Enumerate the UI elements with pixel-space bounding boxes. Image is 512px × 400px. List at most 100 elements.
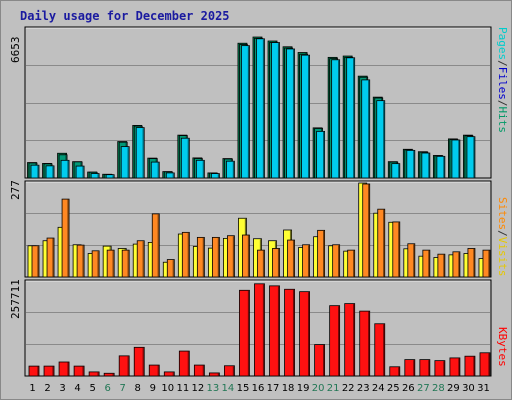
bar-kbytes-day-30 <box>464 355 476 377</box>
bar-sites-day-24-shade <box>383 209 385 277</box>
bar-kbytes-day-28-shade <box>443 361 445 376</box>
bar-kbytes-day-2 <box>43 365 55 377</box>
x-tick-label-day-27: 27 <box>416 383 430 394</box>
bar-pages-day-27 <box>421 152 431 179</box>
bar-sites-day-10 <box>166 259 175 278</box>
bar-pages-day-6-shade <box>112 175 114 178</box>
bar-pages-day-14-shade <box>232 161 235 178</box>
panel-2-y-max-label: 277 <box>9 180 22 200</box>
legend-upper-item-5: Hits <box>496 106 509 134</box>
bar-kbytes-day-12 <box>193 364 205 377</box>
bar-pages-day-26 <box>406 149 416 179</box>
legend-middle-item-3: Visits <box>496 236 509 277</box>
bar-pages-day-3-shade <box>67 160 69 178</box>
x-tick-label-day-20: 20 <box>311 383 325 394</box>
bar-sites-day-2 <box>46 237 55 278</box>
bar-kbytes-day-22-shade <box>353 304 355 376</box>
bar-sites-day-30-shade <box>473 248 475 277</box>
bar-kbytes-day-20 <box>314 344 326 377</box>
bar-kbytes-day-7-shade <box>127 356 129 376</box>
bar-pages-day-9 <box>150 161 160 179</box>
bar-sites-day-28-shade <box>443 254 445 277</box>
bar-sites-day-8 <box>136 240 145 278</box>
x-tick-label-day-6: 6 <box>104 383 111 394</box>
bar-pages-day-2-shade <box>52 166 54 178</box>
bar-pages-day-7-shade <box>127 147 129 178</box>
bar-pages-day-17 <box>271 42 280 179</box>
bar-kbytes-day-10 <box>163 371 175 377</box>
legend-middle: Sites/Visits <box>496 197 509 277</box>
bar-pages-day-12 <box>195 159 205 179</box>
panel-3-y-max-label: 257711 <box>9 279 22 319</box>
bar-sites-day-16 <box>257 249 265 278</box>
bar-kbytes-day-16 <box>254 283 265 377</box>
bar-kbytes-day-17-shade <box>277 286 280 376</box>
bar-sites-day-20 <box>317 229 326 278</box>
bar-pages-day-13 <box>210 173 220 179</box>
bar-pages-day-28-shade <box>443 156 445 178</box>
x-tick-label-day-4: 4 <box>74 383 81 394</box>
bar-pages-day-1-shade <box>37 165 39 178</box>
bar-sites-day-5-shade <box>97 251 99 277</box>
bar-sites-day-11-shade <box>187 232 189 277</box>
bar-kbytes-day-12-shade <box>202 365 204 376</box>
bar-kbytes-day-1-shade <box>37 366 39 376</box>
bar-sites-day-28 <box>437 253 446 278</box>
bar-kbytes-day-15-shade <box>247 290 250 376</box>
bar-sites-day-30 <box>467 248 476 278</box>
bar-pages-day-16-shade <box>262 39 265 178</box>
bar-kbytes-day-24 <box>374 323 386 377</box>
bar-pages-day-20 <box>316 130 326 179</box>
bar-sites-day-25-shade <box>398 222 400 277</box>
bar-pages-day-14 <box>226 160 235 179</box>
legend-upper: Pages/Files/Hits <box>496 27 509 133</box>
x-tick-label-day-30: 30 <box>462 383 475 394</box>
bar-kbytes-day-13 <box>208 372 220 377</box>
bar-sites-day-8-shade <box>142 241 144 277</box>
bar-pages-day-8-shade <box>142 128 144 178</box>
bar-pages-day-11-shade <box>187 138 189 178</box>
bar-sites-day-1 <box>31 245 40 278</box>
bar-sites-day-3-shade <box>67 199 69 277</box>
x-tick-label-day-9: 9 <box>149 383 156 394</box>
bar-pages-day-16 <box>256 38 265 179</box>
bar-sites-day-5 <box>91 250 100 278</box>
bar-kbytes-day-3 <box>58 361 70 377</box>
bar-sites-day-21-shade <box>338 245 340 277</box>
x-tick-label-day-1: 1 <box>29 383 36 394</box>
bar-pages-day-19 <box>301 54 310 179</box>
bar-pages-day-10-shade <box>172 173 174 178</box>
bar-pages-day-7 <box>120 146 130 179</box>
x-tick-label-day-23: 23 <box>356 383 370 394</box>
bar-kbytes-day-27 <box>419 359 431 377</box>
bar-sites-day-18-shade <box>292 240 295 277</box>
bar-pages-day-21 <box>331 59 341 179</box>
legend-upper-item-3: Files <box>496 66 509 100</box>
bar-sites-day-31-shade <box>488 250 490 277</box>
bar-pages-day-22 <box>346 57 356 179</box>
bar-sites-day-12-shade <box>202 237 204 277</box>
bar-pages-day-23-shade <box>368 80 370 178</box>
bar-pages-day-3 <box>60 159 70 179</box>
bar-kbytes-day-10-shade <box>172 372 174 376</box>
bar-kbytes-day-7 <box>118 355 130 377</box>
bar-kbytes-day-29-shade <box>458 358 460 376</box>
bar-kbytes-day-19 <box>299 291 310 377</box>
bar-sites-day-3 <box>61 198 70 278</box>
bar-pages-day-29 <box>451 139 461 179</box>
x-tick-label-day-22: 22 <box>341 383 355 394</box>
legend-upper-item-1: Pages <box>496 27 509 61</box>
x-tick-label-day-15: 15 <box>236 383 250 394</box>
bar-sites-day-7-shade <box>127 250 129 277</box>
x-tick-label-day-17: 17 <box>266 383 280 394</box>
bar-sites-day-13-shade <box>217 237 219 277</box>
bar-kbytes-day-25-shade <box>398 367 400 376</box>
bar-pages-day-25-shade <box>398 164 400 178</box>
bar-sites-day-1-shade <box>37 246 39 277</box>
bar-pages-day-9-shade <box>157 162 159 178</box>
bar-kbytes-day-8-shade <box>142 347 144 376</box>
x-tick-label-day-10: 10 <box>161 383 175 394</box>
x-tick-label-day-29: 29 <box>447 383 460 394</box>
bar-pages-day-15-shade <box>247 46 250 178</box>
